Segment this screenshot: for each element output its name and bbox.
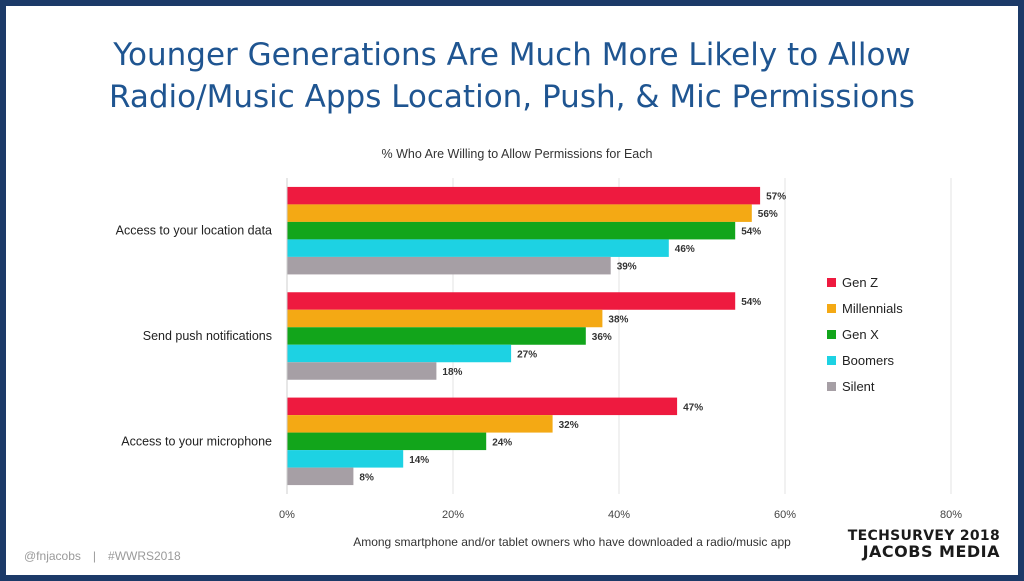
x-tick-label: 40% [608,509,630,521]
data-label: 54% [741,227,761,238]
slide: Younger Generations Are Much More Likely… [6,6,1018,575]
legend-swatch [827,330,836,339]
footer: @fnjacobs | #WWRS2018 [24,549,181,563]
bar [287,432,487,451]
legend-swatch [827,356,836,365]
data-label: 24% [492,437,512,448]
legend-swatch [827,382,836,391]
bar-chart: % Who Are Willing to Allow Permissions f… [116,147,963,549]
data-label: 57% [766,192,786,203]
data-label: 18% [442,367,462,378]
footer-handle: @fnjacobs [24,549,81,563]
data-label: 54% [741,297,761,308]
bar [287,450,404,468]
title-line-2: Radio/Music Apps Location, Push, & Mic P… [109,79,915,115]
bar [287,204,752,222]
x-tick-label: 60% [774,509,796,521]
legend-label: Gen X [842,327,879,342]
data-label: 32% [559,420,579,431]
bar [287,256,611,275]
data-label: 56% [758,209,778,220]
data-label: 8% [359,472,374,483]
bar [287,239,669,257]
chart-title: % Who Are Willing to Allow Permissions f… [382,147,653,161]
x-tick-label: 20% [442,509,464,521]
bar [287,467,354,486]
bar [287,186,761,205]
footer-separator: | [92,549,97,563]
legend-swatch [827,304,836,313]
logo: TECHSURVEY 2018 JACOBS MEDIA [848,528,1000,561]
data-label: 47% [683,402,703,413]
legend-label: Silent [842,379,875,394]
x-axis-label: Among smartphone and/or tablet owners wh… [353,535,791,549]
data-label: 46% [675,244,695,255]
bar [287,309,603,328]
logo-line-1: TECHSURVEY 2018 [847,528,1000,544]
legend-label: Boomers [842,353,895,368]
data-label: 36% [592,332,612,343]
data-label: 39% [617,262,637,273]
category-label: Send push notifications [143,329,272,343]
bar [287,362,437,380]
bar [287,415,553,433]
bar [287,397,678,416]
category-label: Access to your location data [116,224,272,238]
bar [287,221,736,240]
bar [287,327,586,345]
logo-line-2: JACOBS MEDIA [862,542,1000,561]
data-label: 14% [409,455,429,466]
legend-label: Millennials [842,301,903,316]
data-label: 38% [608,315,628,326]
data-label: 27% [517,350,537,361]
footer-hashtag: #WWRS2018 [108,549,181,563]
category-label: Access to your microphone [121,434,272,448]
x-tick-label: 0% [279,509,295,521]
title-line-1: Younger Generations Are Much More Likely… [113,37,911,73]
page-title: Younger Generations Are Much More Likely… [6,34,1018,118]
legend-swatch [827,278,836,287]
bar [287,292,736,310]
legend-label: Gen Z [842,275,878,290]
x-tick-label: 80% [940,509,962,521]
bar [287,344,512,363]
